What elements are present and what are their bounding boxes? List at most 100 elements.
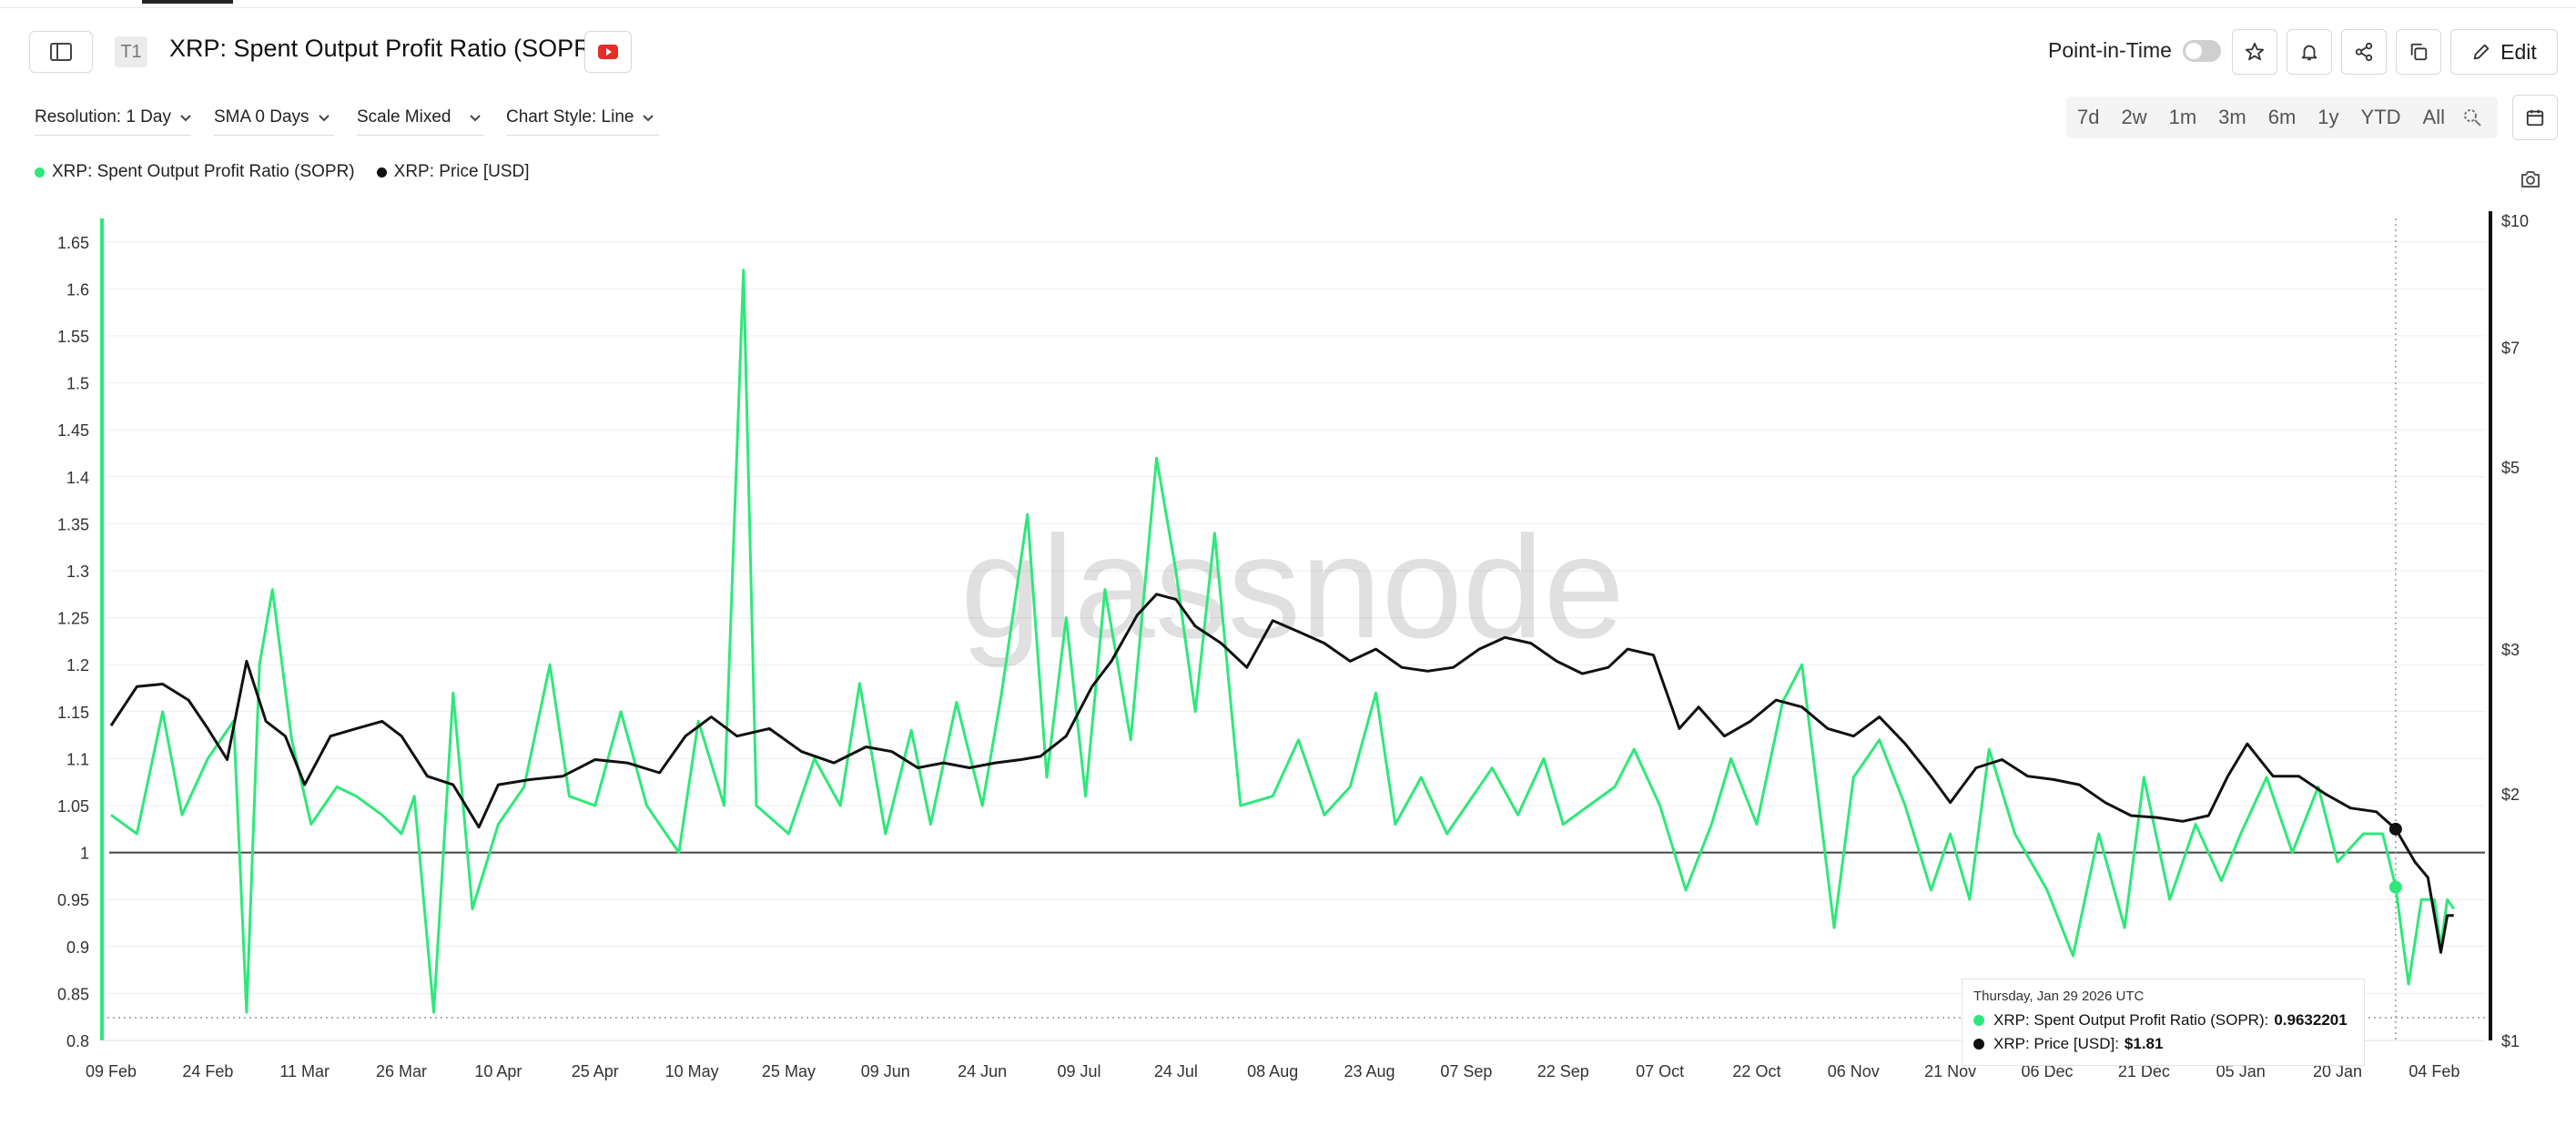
- price-line: [109, 593, 2454, 954]
- tooltip-swatch-price: [1973, 1039, 1984, 1050]
- legend-item-price[interactable]: XRP: Price [USD]: [376, 162, 530, 182]
- crosshair-tooltip: Thursday, Jan 29 2026 UTC XRP: Spent Out…: [1962, 979, 2365, 1066]
- youtube-icon: [598, 45, 618, 59]
- top-tab-strip: [0, 0, 2576, 8]
- y-right-tick-label: $3: [2501, 641, 2520, 659]
- x-tick-label: 24 Jun: [958, 1062, 1007, 1080]
- edit-label: Edit: [2500, 39, 2537, 64]
- resolution-dropdown[interactable]: Resolution: 1 Day: [35, 107, 193, 127]
- star-icon: [2245, 42, 2265, 61]
- sopr-hover-marker: [2388, 880, 2402, 894]
- calendar-icon: [2526, 109, 2544, 127]
- sopr-line: [110, 269, 2455, 1014]
- x-tick-label: 07 Oct: [1636, 1062, 1684, 1080]
- tooltip-row-sopr: XRP: Spent Output Profit Ratio (SOPR): 0…: [1973, 1011, 2353, 1030]
- zoom-select-icon[interactable]: [2461, 106, 2483, 128]
- x-tick-label: 10 Apr: [474, 1062, 522, 1080]
- scale-underline: [357, 135, 484, 136]
- range-3m[interactable]: 3m: [2218, 106, 2246, 128]
- x-tick-label: 25 May: [762, 1062, 816, 1080]
- sma-dropdown[interactable]: SMA 0 Days: [214, 107, 331, 127]
- x-tick-label: 09 Jul: [1057, 1062, 1100, 1080]
- range-7d[interactable]: 7d: [2077, 106, 2100, 128]
- calendar-button[interactable]: [2512, 95, 2558, 140]
- scale-value: Scale Mixed: [357, 107, 451, 127]
- x-tick-label: 10 May: [665, 1062, 719, 1080]
- sidebar-toggle-button[interactable]: [29, 31, 93, 73]
- alert-button[interactable]: [2287, 29, 2332, 75]
- range-all[interactable]: All: [2422, 106, 2445, 128]
- chevron-down-icon: [180, 115, 191, 122]
- y-left-tick-label: 1.25: [57, 610, 89, 628]
- range-1y[interactable]: 1y: [2317, 106, 2339, 128]
- point-in-time-toggle[interactable]: [2183, 40, 2221, 62]
- y-right-tick-label: $5: [2501, 459, 2520, 477]
- legend-item-sopr[interactable]: XRP: Spent Output Profit Ratio (SOPR): [35, 162, 355, 182]
- chevron-down-icon: [318, 115, 330, 122]
- point-in-time-label: Point-in-Time: [2048, 38, 2172, 62]
- x-tick-label: 24 Jul: [1154, 1062, 1198, 1080]
- x-tick-label: 11 Mar: [279, 1062, 330, 1080]
- y-right-tick-label: $7: [2501, 340, 2520, 358]
- x-tick-label: 04 Feb: [2409, 1062, 2459, 1080]
- y-left-tick-label: 0.95: [57, 891, 89, 909]
- chevron-down-icon: [643, 115, 654, 122]
- sma-underline: [214, 135, 334, 136]
- range-1m[interactable]: 1m: [2168, 106, 2197, 128]
- range-ytd[interactable]: YTD: [2360, 106, 2401, 128]
- pencil-icon: [2473, 44, 2490, 60]
- edit-button[interactable]: Edit: [2450, 29, 2558, 75]
- youtube-button[interactable]: [584, 31, 632, 73]
- copy-icon: [2410, 43, 2428, 61]
- x-tick-label: 25 Apr: [572, 1062, 619, 1080]
- duplicate-button[interactable]: [2396, 29, 2441, 75]
- legend-label-sopr: XRP: Spent Output Profit Ratio (SOPR): [52, 162, 355, 181]
- y-left-tick-label: 1.45: [57, 421, 89, 440]
- tier-badge: T1: [115, 36, 147, 67]
- y-left-tick-label: 0.85: [57, 985, 89, 1003]
- y-left-tick-label: 1.65: [57, 234, 89, 252]
- y-left-tick-label: 1.4: [66, 469, 89, 487]
- price-hover-marker: [2388, 822, 2402, 836]
- tooltip-date: Thursday, Jan 29 2026 UTC: [1973, 989, 2145, 1004]
- chart-style-value: Chart Style: Line: [506, 107, 634, 127]
- y-left-tick-label: 1.1: [66, 750, 89, 768]
- x-tick-label: 23 Aug: [1344, 1062, 1395, 1080]
- legend-swatch-sopr: [35, 167, 45, 178]
- x-tick-label: 22 Sep: [1537, 1062, 1589, 1080]
- x-tick-label: 09 Feb: [86, 1062, 137, 1080]
- legend-swatch-price: [376, 167, 387, 178]
- share-icon: [2355, 42, 2373, 62]
- resolution-underline: [35, 135, 191, 136]
- x-tick-label: 26 Mar: [376, 1062, 427, 1080]
- y-left-tick-label: 1.2: [66, 656, 89, 674]
- watermark: glassnode: [960, 505, 1624, 668]
- favorite-button[interactable]: [2232, 29, 2277, 75]
- sma-value: SMA 0 Days: [214, 107, 309, 127]
- y-left-tick-label: 1.3: [66, 563, 89, 581]
- y-left-tick-label: 1.6: [66, 280, 89, 299]
- range-2w[interactable]: 2w: [2121, 106, 2147, 128]
- x-tick-label: 22 Oct: [1732, 1062, 1780, 1080]
- tooltip-swatch-sopr: [1973, 1015, 1984, 1026]
- y-left-tick-label: 1: [80, 845, 89, 863]
- chart-style-dropdown[interactable]: Chart Style: Line: [506, 107, 655, 127]
- tooltip-price-label: XRP: Price [USD]:: [1993, 1035, 2119, 1052]
- y-right-tick-label: $2: [2501, 786, 2520, 804]
- y-left-tick-label: 1.55: [57, 328, 89, 346]
- tooltip-price-value: $1.81: [2124, 1035, 2164, 1052]
- tooltip-row-price: XRP: Price [USD]: $1.81: [1973, 1035, 2353, 1053]
- y-right-tick-label: $10: [2501, 212, 2529, 230]
- chart-legend: XRP: Spent Output Profit Ratio (SOPR) XR…: [35, 162, 552, 182]
- scale-dropdown[interactable]: Scale Mixed: [357, 107, 482, 127]
- range-6m[interactable]: 6m: [2267, 106, 2297, 128]
- share-button[interactable]: [2341, 29, 2387, 75]
- legend-label-price: XRP: Price [USD]: [393, 162, 530, 181]
- tooltip-sopr-label: XRP: Spent Output Profit Ratio (SOPR):: [1993, 1011, 2269, 1029]
- tooltip-sopr-value: 0.9632201: [2274, 1011, 2348, 1029]
- chart-style-underline: [506, 135, 659, 136]
- sidebar-icon: [50, 43, 72, 61]
- range-selector: 7d 2w 1m 3m 6m 1y YTD All: [2066, 96, 2498, 138]
- x-tick-label: 07 Sep: [1440, 1062, 1492, 1080]
- camera-icon[interactable]: [2520, 169, 2541, 189]
